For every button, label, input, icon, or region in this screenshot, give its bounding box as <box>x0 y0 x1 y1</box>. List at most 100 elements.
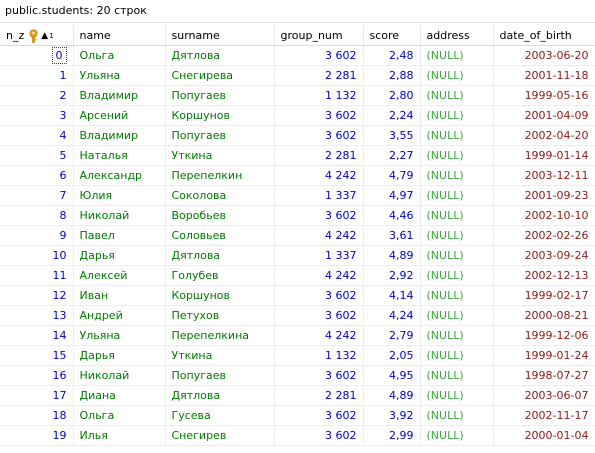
column-header-date-of-birth[interactable]: date_of_birth <box>493 26 595 46</box>
cell-date-of-birth[interactable]: 2003-09-24 <box>493 245 595 266</box>
cell-score[interactable]: 4,46 <box>363 205 421 226</box>
cell-score[interactable]: 2,92 <box>363 265 421 286</box>
cell-group-num[interactable]: 4 242 <box>274 265 364 286</box>
cell-name[interactable]: Николай <box>73 205 166 226</box>
table-row[interactable]: 14 Ульяна Перепелкина 4 242 2,79 (NULL) 1999-1… <box>0 325 595 346</box>
cell-group-num[interactable]: 2 281 <box>274 385 364 406</box>
cell-surname[interactable]: Дятлова <box>165 245 275 266</box>
cell-date-of-birth[interactable]: 1998-07-27 <box>493 365 595 386</box>
table-row[interactable]: 6 Александр Перепелкин 4 242 4,79 (NULL) 2003-… <box>0 165 595 186</box>
cell-name[interactable]: Илья <box>73 425 166 446</box>
cell-surname[interactable]: Соловьев <box>165 225 275 246</box>
cell-address[interactable]: (NULL) <box>420 425 494 446</box>
cell-n-z[interactable]: 19 <box>0 425 74 446</box>
cell-surname[interactable]: Попугаев <box>165 365 275 386</box>
cell-n-z[interactable]: 8 <box>0 205 74 226</box>
column-header-score[interactable]: score <box>363 26 421 46</box>
table-row[interactable]: 13 Андрей Петухов 3 602 4,24 (NULL) 2000-08-21 <box>0 305 595 326</box>
cell-date-of-birth[interactable]: 2000-08-21 <box>493 305 595 326</box>
cell-n-z[interactable]: 17 <box>0 385 74 406</box>
cell-n-z[interactable]: 5 <box>0 145 74 166</box>
column-header-surname[interactable]: surname <box>165 26 275 46</box>
cell-date-of-birth[interactable]: 2001-09-23 <box>493 185 595 206</box>
cell-surname[interactable]: Гусева <box>165 405 275 426</box>
cell-score[interactable]: 2,05 <box>363 345 421 366</box>
cell-address[interactable]: (NULL) <box>420 405 494 426</box>
cell-surname[interactable]: Коршунов <box>165 105 275 126</box>
column-header-address[interactable]: address <box>420 26 494 46</box>
cell-surname[interactable]: Голубев <box>165 265 275 286</box>
cell-n-z[interactable]: 9 <box>0 225 74 246</box>
cell-n-z[interactable]: 7 <box>0 185 74 206</box>
table-row[interactable]: 3 Арсений Коршунов 3 602 2,24 (NULL) 2001-04-0… <box>0 105 595 126</box>
cell-address[interactable]: (NULL) <box>420 345 494 366</box>
cell-date-of-birth[interactable]: 2002-02-26 <box>493 225 595 246</box>
table-row[interactable]: 18 Ольга Гусева 3 602 3,92 (NULL) 2002-11-17 <box>0 405 595 426</box>
cell-score[interactable]: 3,61 <box>363 225 421 246</box>
cell-address[interactable]: (NULL) <box>420 205 494 226</box>
cell-date-of-birth[interactable]: 2002-10-10 <box>493 205 595 226</box>
cell-name[interactable]: Дарья <box>73 345 166 366</box>
cell-score[interactable]: 4,89 <box>363 385 421 406</box>
cell-group-num[interactable]: 3 602 <box>274 45 364 66</box>
cell-date-of-birth[interactable]: 2003-12-11 <box>493 165 595 186</box>
cell-n-z[interactable]: 16 <box>0 365 74 386</box>
cell-name[interactable]: Ульяна <box>73 65 166 86</box>
cell-n-z[interactable]: 11 <box>0 265 74 286</box>
table-row[interactable]: 8 Николай Воробьев 3 602 4,46 (NULL) 2002-10-1… <box>0 205 595 226</box>
cell-name[interactable]: Ульяна <box>73 325 166 346</box>
cell-date-of-birth[interactable]: 1999-01-14 <box>493 145 595 166</box>
cell-name[interactable]: Юлия <box>73 185 166 206</box>
table-row[interactable]: 12 Иван Коршунов 3 602 4,14 (NULL) 1999-02-17 <box>0 285 595 306</box>
cell-n-z[interactable]: 2 <box>0 85 74 106</box>
cell-n-z[interactable]: 18 <box>0 405 74 426</box>
cell-address[interactable]: (NULL) <box>420 305 494 326</box>
results-grid[interactable]: n_z ▲ 1 name surname group_num score addre… <box>0 26 595 453</box>
cell-surname[interactable]: Перепелкина <box>165 325 275 346</box>
cell-address[interactable]: (NULL) <box>420 265 494 286</box>
cell-name[interactable]: Павел <box>73 225 166 246</box>
cell-n-z[interactable]: 10 <box>0 245 74 266</box>
column-header-n-z[interactable]: n_z ▲ 1 <box>0 26 74 46</box>
cell-name[interactable]: Диана <box>73 385 166 406</box>
cell-address[interactable]: (NULL) <box>420 105 494 126</box>
cell-surname[interactable]: Петухов <box>165 305 275 326</box>
column-header-name[interactable]: name <box>73 26 166 46</box>
cell-score[interactable]: 2,88 <box>363 65 421 86</box>
cell-n-z[interactable]: 0 <box>0 45 74 66</box>
table-row[interactable]: 16 Николай Попугаев 3 602 4,95 (NULL) 1998-07-… <box>0 365 595 386</box>
cell-surname[interactable]: Уткина <box>165 345 275 366</box>
cell-score[interactable]: 3,55 <box>363 125 421 146</box>
cell-name[interactable]: Александр <box>73 165 166 186</box>
cell-surname[interactable]: Дятлова <box>165 385 275 406</box>
cell-name[interactable]: Наталья <box>73 145 166 166</box>
table-row[interactable]: 5 Наталья Уткина 2 281 2,27 (NULL) 1999-01-14 <box>0 145 595 166</box>
cell-date-of-birth[interactable]: 2002-11-17 <box>493 405 595 426</box>
cell-address[interactable]: (NULL) <box>420 45 494 66</box>
cell-address[interactable]: (NULL) <box>420 285 494 306</box>
table-row[interactable]: 2 Владимир Попугаев 1 132 2,80 (NULL) 1999-05-… <box>0 85 595 106</box>
cell-group-num[interactable]: 2 281 <box>274 65 364 86</box>
cell-name[interactable]: Арсений <box>73 105 166 126</box>
cell-date-of-birth[interactable]: 1999-05-16 <box>493 85 595 106</box>
cell-date-of-birth[interactable]: 2002-12-13 <box>493 265 595 286</box>
cell-score[interactable]: 2,27 <box>363 145 421 166</box>
cell-address[interactable]: (NULL) <box>420 225 494 246</box>
cell-surname[interactable]: Снегирева <box>165 65 275 86</box>
cell-address[interactable]: (NULL) <box>420 145 494 166</box>
cell-name[interactable]: Андрей <box>73 305 166 326</box>
column-header-group-num[interactable]: group_num <box>274 26 364 46</box>
cell-surname[interactable]: Дятлова <box>165 45 275 66</box>
cell-date-of-birth[interactable]: 1999-12-06 <box>493 325 595 346</box>
cell-group-num[interactable]: 3 602 <box>274 205 364 226</box>
cell-n-z[interactable]: 1 <box>0 65 74 86</box>
cell-group-num[interactable]: 3 602 <box>274 105 364 126</box>
cell-score[interactable]: 4,79 <box>363 165 421 186</box>
table-row[interactable]: 10 Дарья Дятлова 1 337 4,89 (NULL) 2003-09-24 <box>0 245 595 266</box>
cell-surname[interactable]: Попугаев <box>165 125 275 146</box>
table-row[interactable]: 15 Дарья Уткина 1 132 2,05 (NULL) 1999-01-24 <box>0 345 595 366</box>
cell-name[interactable]: Владимир <box>73 85 166 106</box>
cell-n-z[interactable]: 4 <box>0 125 74 146</box>
cell-group-num[interactable]: 3 602 <box>274 405 364 426</box>
cell-name[interactable]: Дарья <box>73 245 166 266</box>
